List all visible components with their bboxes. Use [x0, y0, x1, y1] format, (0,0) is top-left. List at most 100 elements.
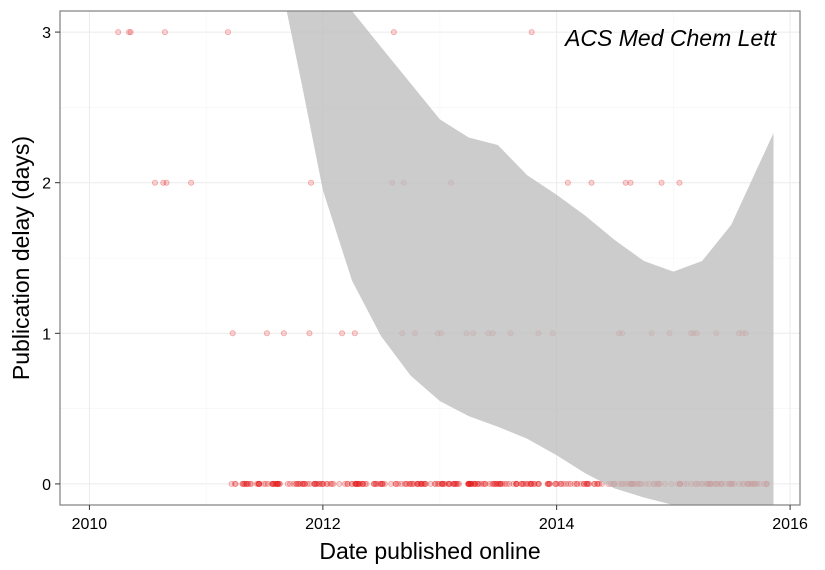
x-tick-label: 2016 — [772, 516, 808, 533]
y-tick-label: 2 — [42, 176, 51, 193]
data-point — [415, 480, 422, 487]
data-point — [475, 480, 482, 487]
data-point — [336, 480, 343, 487]
data-point — [239, 480, 246, 487]
data-point — [432, 480, 439, 487]
data-point — [492, 480, 499, 487]
data-point — [594, 480, 601, 487]
data-point — [546, 480, 553, 487]
data-point — [352, 480, 359, 487]
data-point — [591, 480, 598, 487]
data-point — [527, 480, 534, 487]
data-point — [591, 480, 598, 487]
y-tick-label: 1 — [42, 326, 51, 343]
data-point — [452, 480, 459, 487]
data-point — [581, 480, 588, 487]
data-point — [450, 480, 457, 487]
data-point — [585, 480, 592, 487]
data-point — [255, 480, 262, 487]
data-point — [260, 480, 267, 487]
data-point — [468, 480, 475, 487]
data-point — [465, 480, 472, 487]
data-point — [452, 480, 459, 487]
data-point — [494, 480, 501, 487]
data-point — [280, 330, 287, 337]
data-point — [418, 480, 425, 487]
data-point — [306, 330, 313, 337]
confidence-ribbon — [286, 11, 774, 505]
data-point — [528, 29, 535, 36]
data-point — [379, 480, 386, 487]
data-point — [381, 480, 388, 487]
data-point — [311, 480, 318, 487]
data-point — [363, 480, 370, 487]
data-point — [422, 480, 429, 487]
x-tick-label: 2010 — [72, 516, 108, 533]
data-point — [269, 480, 276, 487]
data-point — [466, 480, 473, 487]
data-point — [304, 480, 311, 487]
data-point — [478, 480, 485, 487]
data-point — [253, 480, 260, 487]
data-point — [596, 480, 603, 487]
data-point — [243, 480, 250, 487]
data-point — [497, 480, 504, 487]
data-point — [410, 480, 417, 487]
data-point — [370, 480, 377, 487]
data-point — [453, 480, 460, 487]
data-point — [324, 480, 331, 487]
data-point — [163, 179, 170, 186]
data-point — [451, 480, 458, 487]
data-point — [229, 330, 236, 337]
data-point — [441, 480, 448, 487]
data-point — [327, 480, 334, 487]
data-point — [265, 480, 272, 487]
data-point — [328, 480, 335, 487]
data-point — [418, 480, 425, 487]
data-point — [565, 480, 572, 487]
data-point — [427, 480, 434, 487]
data-point — [247, 480, 254, 487]
data-point — [293, 480, 300, 487]
data-point — [312, 480, 319, 487]
data-point — [295, 480, 302, 487]
data-point — [557, 480, 564, 487]
data-point — [248, 480, 255, 487]
data-point — [393, 480, 400, 487]
data-point — [438, 480, 445, 487]
data-point — [491, 480, 498, 487]
data-point — [270, 480, 277, 487]
data-point — [276, 480, 283, 487]
data-point — [522, 480, 529, 487]
data-point — [535, 480, 542, 487]
data-point — [319, 480, 326, 487]
data-point — [352, 480, 359, 487]
data-point — [421, 480, 428, 487]
data-point — [151, 179, 158, 186]
data-point — [244, 480, 251, 487]
x-tick-label: 2014 — [539, 516, 575, 533]
data-point — [126, 29, 133, 36]
data-point — [414, 480, 421, 487]
data-point — [417, 480, 424, 487]
data-point — [390, 29, 397, 36]
data-point — [256, 480, 263, 487]
data-point — [445, 480, 452, 487]
data-point — [432, 480, 439, 487]
data-point — [241, 480, 248, 487]
data-point — [471, 480, 478, 487]
data-point — [293, 480, 300, 487]
data-point — [420, 480, 427, 487]
data-point — [594, 480, 601, 487]
data-point — [583, 480, 590, 487]
data-point — [531, 480, 538, 487]
data-point — [378, 480, 385, 487]
data-point — [231, 480, 238, 487]
data-point — [510, 480, 517, 487]
chart-annotation: ACS Med Chem Lett — [563, 25, 778, 51]
data-point — [359, 480, 366, 487]
data-point — [480, 480, 487, 487]
data-point — [241, 480, 248, 487]
data-point — [311, 480, 318, 487]
